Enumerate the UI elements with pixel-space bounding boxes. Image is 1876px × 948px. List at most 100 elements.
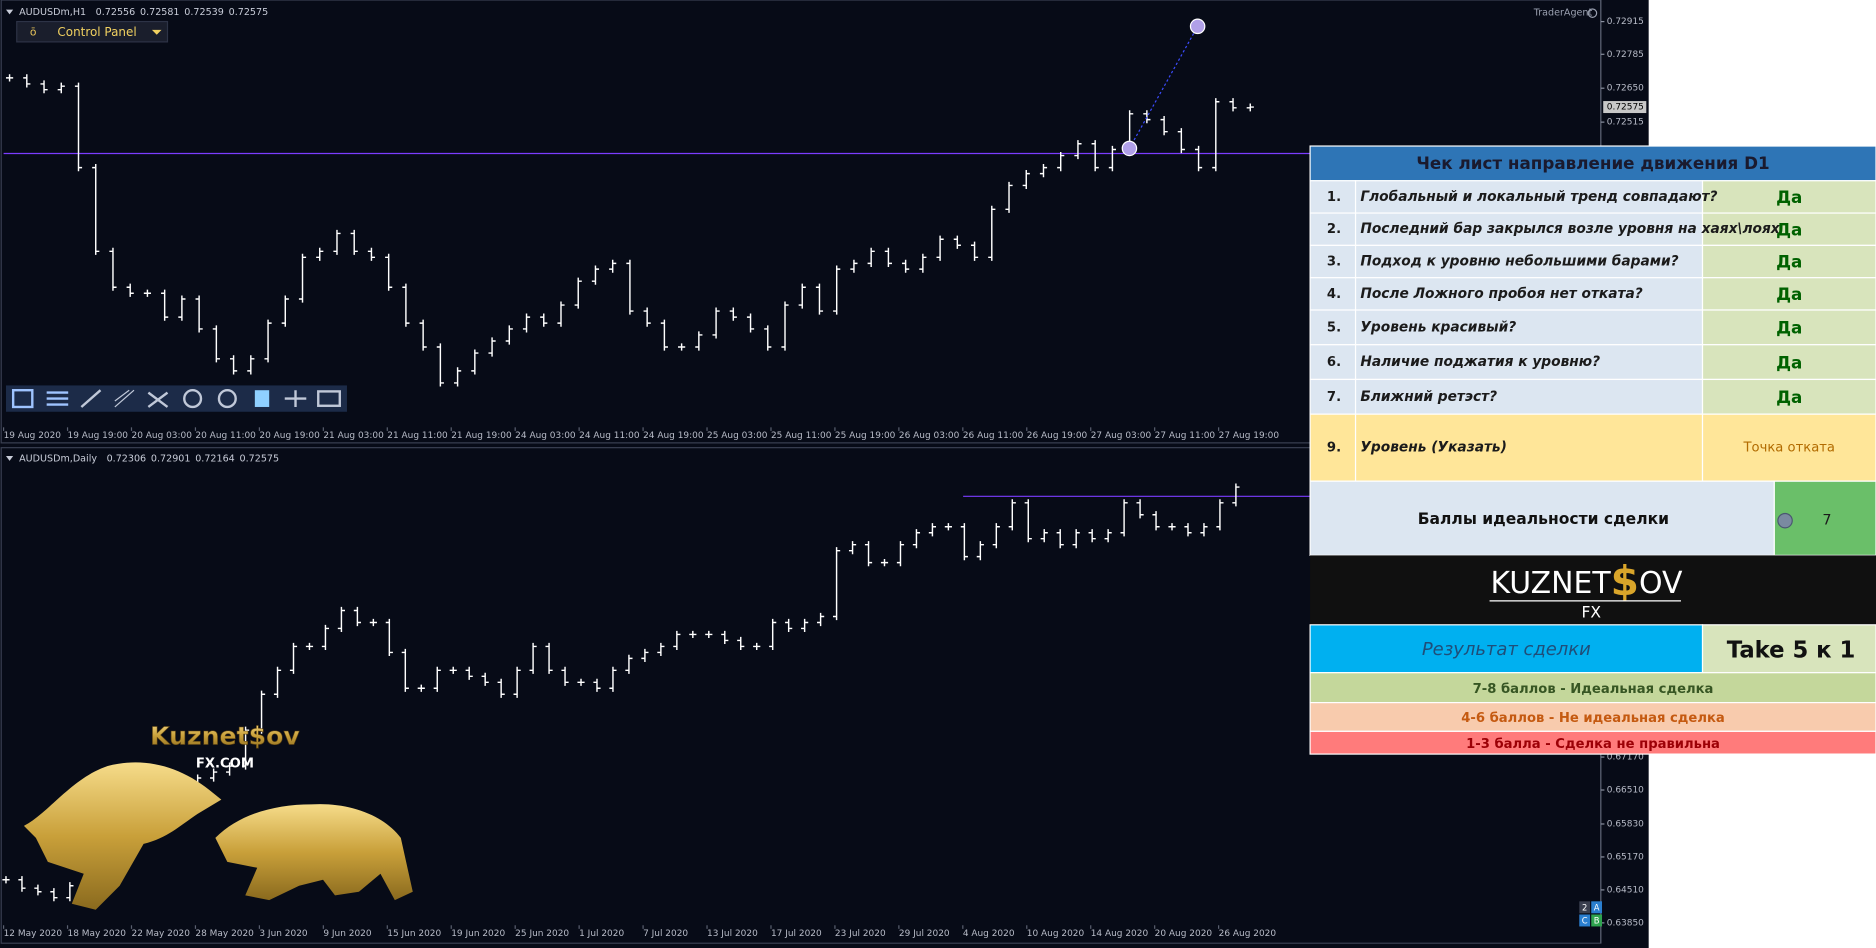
price-bar (1160, 116, 1168, 136)
logo-site: FX.COM (196, 757, 254, 772)
price-bar (673, 630, 681, 651)
tool-sync[interactable] (217, 389, 237, 409)
item-number: 5. (1327, 320, 1341, 335)
question-cell (1354, 212, 1704, 246)
item-answer[interactable]: Да (1776, 352, 1802, 372)
price-bar (433, 666, 441, 692)
x-tick-label: 9 Jun 2020 (323, 929, 372, 939)
gear-icon[interactable] (1587, 8, 1598, 18)
price-bar (609, 666, 617, 692)
trader-agent[interactable]: TraderAgent (1533, 8, 1593, 19)
tool-channel[interactable] (114, 389, 135, 408)
item-answer[interactable]: Да (1776, 318, 1802, 338)
price-bar (529, 642, 537, 674)
price-bar (1088, 529, 1096, 543)
item-question: После Ложного пробоя нет отката? (1360, 286, 1642, 302)
tool-camera[interactable] (317, 390, 341, 407)
number-cell (1309, 413, 1357, 482)
number-cell (1309, 180, 1357, 214)
toolbar (5, 385, 347, 412)
item-answer[interactable]: Точка отката (1743, 441, 1835, 456)
price-bar (591, 265, 600, 285)
tool-shuffle[interactable] (147, 391, 169, 408)
answer-cell (1701, 309, 1876, 346)
price-bar (436, 343, 444, 387)
price-bar (241, 726, 250, 770)
ohlc-value: 0.72539 (184, 6, 224, 17)
legend-row (1309, 672, 1876, 704)
tool-clock[interactable] (183, 389, 203, 409)
price-bar (817, 612, 825, 627)
x-tick-label: 20 Aug 19:00 (259, 431, 320, 441)
price-bar (928, 523, 937, 537)
badge[interactable] (1591, 901, 1603, 914)
badge[interactable] (1591, 914, 1603, 927)
tool-trash[interactable] (254, 390, 270, 407)
legend-row (1309, 702, 1876, 732)
price-bar (23, 74, 31, 88)
item-question: Глобальный и локальный тренд совпадают? (1360, 189, 1717, 205)
x-tick-label: 10 Aug 2020 (1027, 929, 1085, 939)
price-bar (625, 654, 633, 674)
price-bar (970, 241, 979, 261)
score-label: Баллы идеальности сделки (1418, 510, 1669, 528)
price-bar (976, 541, 984, 561)
x-tick-label: 17 Jul 2020 (771, 929, 822, 939)
price-bar (593, 678, 601, 692)
x-tick-label: 15 Jun 2020 (387, 929, 441, 939)
question-cell (1354, 413, 1704, 482)
price-bar (1057, 151, 1065, 172)
tool-list[interactable] (46, 391, 69, 406)
ohlc-value: 0.72164 (195, 453, 235, 464)
legend-text: 4-6 баллов - Не идеальная сделка (1461, 710, 1725, 726)
price-bar (385, 253, 393, 291)
price-bar (1005, 181, 1013, 213)
price-bar (557, 301, 565, 327)
collapse-arrow[interactable] (5, 9, 14, 15)
price-bar (902, 259, 910, 273)
tool-line[interactable] (80, 389, 102, 408)
price-bar (864, 541, 873, 567)
question-cell (1354, 344, 1704, 381)
logo: Kuznet$ov FX.COM (23, 721, 413, 910)
item-answer[interactable]: Да (1776, 387, 1802, 407)
price-bar (1136, 499, 1144, 519)
score: 7 (1822, 513, 1831, 529)
x-tick-label: 21 Aug 03:00 (323, 431, 384, 441)
price-bar (884, 247, 892, 267)
chart-header: AUDUSDm,Daily 0.72306 0.72901 0.72164 0.7257… (19, 453, 279, 464)
badge[interactable] (1579, 901, 1591, 914)
price-bar (753, 642, 761, 651)
y-tick-label: 0.66510 (1607, 786, 1644, 796)
answer-cell (1701, 212, 1876, 246)
control-panel-button[interactable]: ō Control Panel (16, 20, 169, 43)
x-tick-label: 20 Aug 11:00 (195, 431, 256, 441)
item-question: Уровень красивый? (1360, 319, 1516, 335)
y-tick-label: 0.63850 (1607, 918, 1644, 928)
item-answer[interactable]: Да (1776, 187, 1802, 207)
item-number: 2. (1327, 222, 1341, 237)
price-bar (944, 523, 952, 531)
price-bar (545, 642, 553, 674)
price-bar (1072, 529, 1080, 549)
bear (215, 804, 413, 901)
badge[interactable] (1579, 914, 1591, 927)
collapse-arrow[interactable] (5, 456, 14, 461)
price-bar (195, 295, 203, 333)
badge-label: C (1582, 916, 1588, 926)
item-answer[interactable]: Да (1776, 284, 1802, 304)
tool-windows[interactable] (11, 389, 34, 409)
price-bar (609, 259, 617, 273)
price-bar (833, 265, 841, 315)
item-number: 9. (1327, 441, 1341, 456)
ohlc-value: 0.72575 (229, 6, 269, 17)
item-answer[interactable]: Да (1776, 219, 1802, 239)
tool-split[interactable] (284, 390, 307, 407)
item-answer[interactable]: Да (1776, 252, 1802, 272)
entry-marker (1121, 140, 1138, 157)
item-number: 7. (1327, 390, 1341, 405)
dropdown-arrow (151, 29, 162, 35)
brand-left: KUZNET (1490, 566, 1611, 601)
price-bar (1008, 499, 1016, 531)
